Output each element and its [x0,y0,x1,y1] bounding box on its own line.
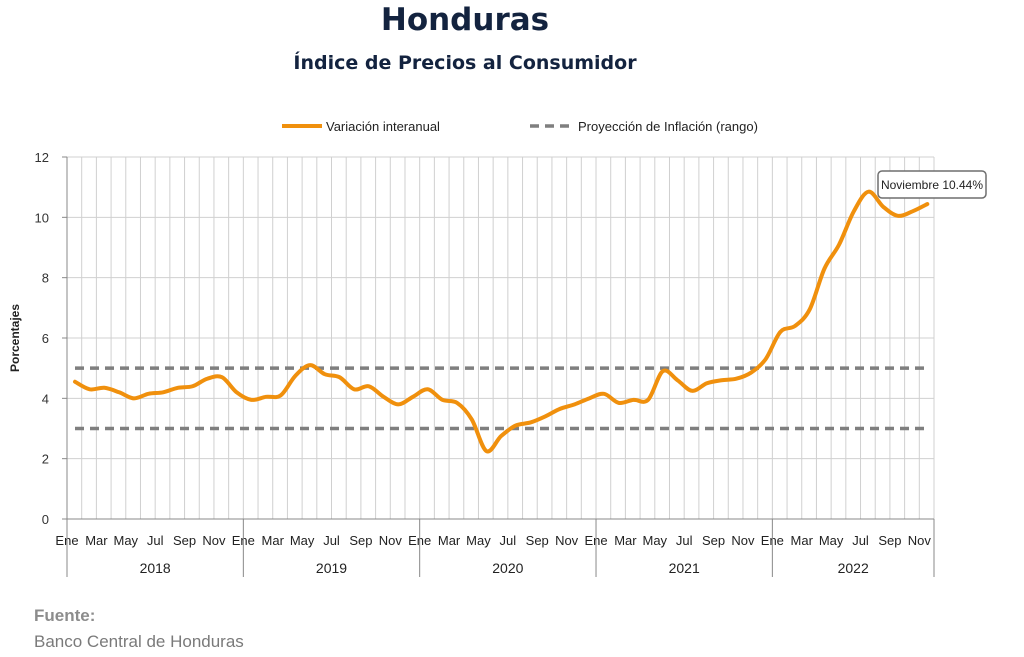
year-label: 2021 [669,560,700,576]
x-tick-label: Nov [731,533,755,548]
x-tick-label: Sep [702,533,725,548]
y-tick-label: 2 [42,452,49,467]
x-tick-label: Sep [526,533,549,548]
x-tick-label: May [290,533,315,548]
x-tick-label: Sep [878,533,901,548]
x-tick-label: Mar [791,533,814,548]
annotation-label: Noviembre 10.44% [881,178,983,192]
x-tick-label: May [113,533,138,548]
x-tick-label: Nov [908,533,932,548]
y-tick-label: 12 [35,150,49,165]
x-tick-label: Jul [147,533,164,548]
series-line-variacion-interanual [73,189,930,454]
chart-subtitle: Índice de Precios al Consumidor [293,52,637,74]
x-tick-label: Jul [852,533,869,548]
annotation-box [877,170,987,199]
x-tick-label: May [819,533,844,548]
x-tick-label: May [466,533,491,548]
y-tick-label: 6 [42,331,49,346]
x-tick-label: Jul [676,533,693,548]
year-label: 2018 [140,560,171,576]
x-tick-label: May [643,533,668,548]
source-label: Fuente: [34,606,96,625]
x-tick-label: Sep [173,533,196,548]
x-tick-label: Sep [349,533,372,548]
y-tick-label: 0 [42,512,49,527]
x-tick-label: Mar [614,533,637,548]
year-label: 2022 [838,560,869,576]
y-axis-label: Porcentajes [8,304,22,372]
x-tick-label: Mar [262,533,285,548]
x-tick-label: Mar [85,533,108,548]
legend-label-variacion: Variación interanual [326,119,440,134]
year-label: 2020 [492,560,523,576]
legend-label-proyeccion: Proyección de Inflación (rango) [578,119,758,134]
y-tick-label: 4 [42,391,49,406]
y-tick-label: 8 [42,271,49,286]
y-tick-label: 10 [35,210,49,225]
x-tick-label: Nov [555,533,579,548]
x-tick-label: Nov [379,533,403,548]
x-tick-label: Jul [323,533,340,548]
x-tick-label: Jul [500,533,517,548]
source-text: Banco Central de Honduras [34,632,244,651]
x-tick-label: Mar [438,533,461,548]
year-label: 2019 [316,560,347,576]
x-tick-label: Nov [202,533,226,548]
chart-title: Honduras [380,2,550,38]
